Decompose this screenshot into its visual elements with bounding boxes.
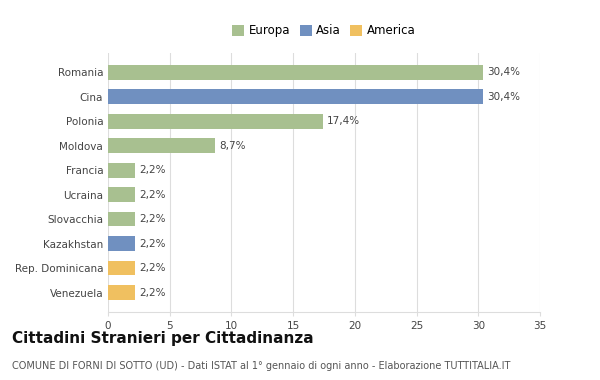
Text: 2,2%: 2,2%	[139, 239, 166, 249]
Text: 2,2%: 2,2%	[139, 190, 166, 200]
Bar	[108, 187, 135, 202]
Legend: Europa, Asia, America: Europa, Asia, America	[227, 20, 421, 42]
Text: Cittadini Stranieri per Cittadinanza: Cittadini Stranieri per Cittadinanza	[12, 331, 314, 345]
Bar	[108, 138, 215, 153]
Text: 8,7%: 8,7%	[219, 141, 245, 151]
Bar	[108, 285, 135, 300]
Bar	[108, 236, 135, 251]
Text: 17,4%: 17,4%	[326, 116, 359, 126]
Bar	[108, 261, 135, 276]
Bar	[108, 212, 135, 226]
Text: 30,4%: 30,4%	[487, 67, 520, 77]
Text: COMUNE DI FORNI DI SOTTO (UD) - Dati ISTAT al 1° gennaio di ogni anno - Elaboraz: COMUNE DI FORNI DI SOTTO (UD) - Dati IST…	[12, 361, 511, 371]
Text: 2,2%: 2,2%	[139, 165, 166, 175]
Bar	[108, 65, 483, 80]
Text: 2,2%: 2,2%	[139, 263, 166, 273]
Bar	[108, 114, 323, 128]
Text: 2,2%: 2,2%	[139, 288, 166, 298]
Bar	[108, 163, 135, 177]
Text: 30,4%: 30,4%	[487, 92, 520, 102]
Bar	[108, 89, 483, 104]
Text: 2,2%: 2,2%	[139, 214, 166, 224]
